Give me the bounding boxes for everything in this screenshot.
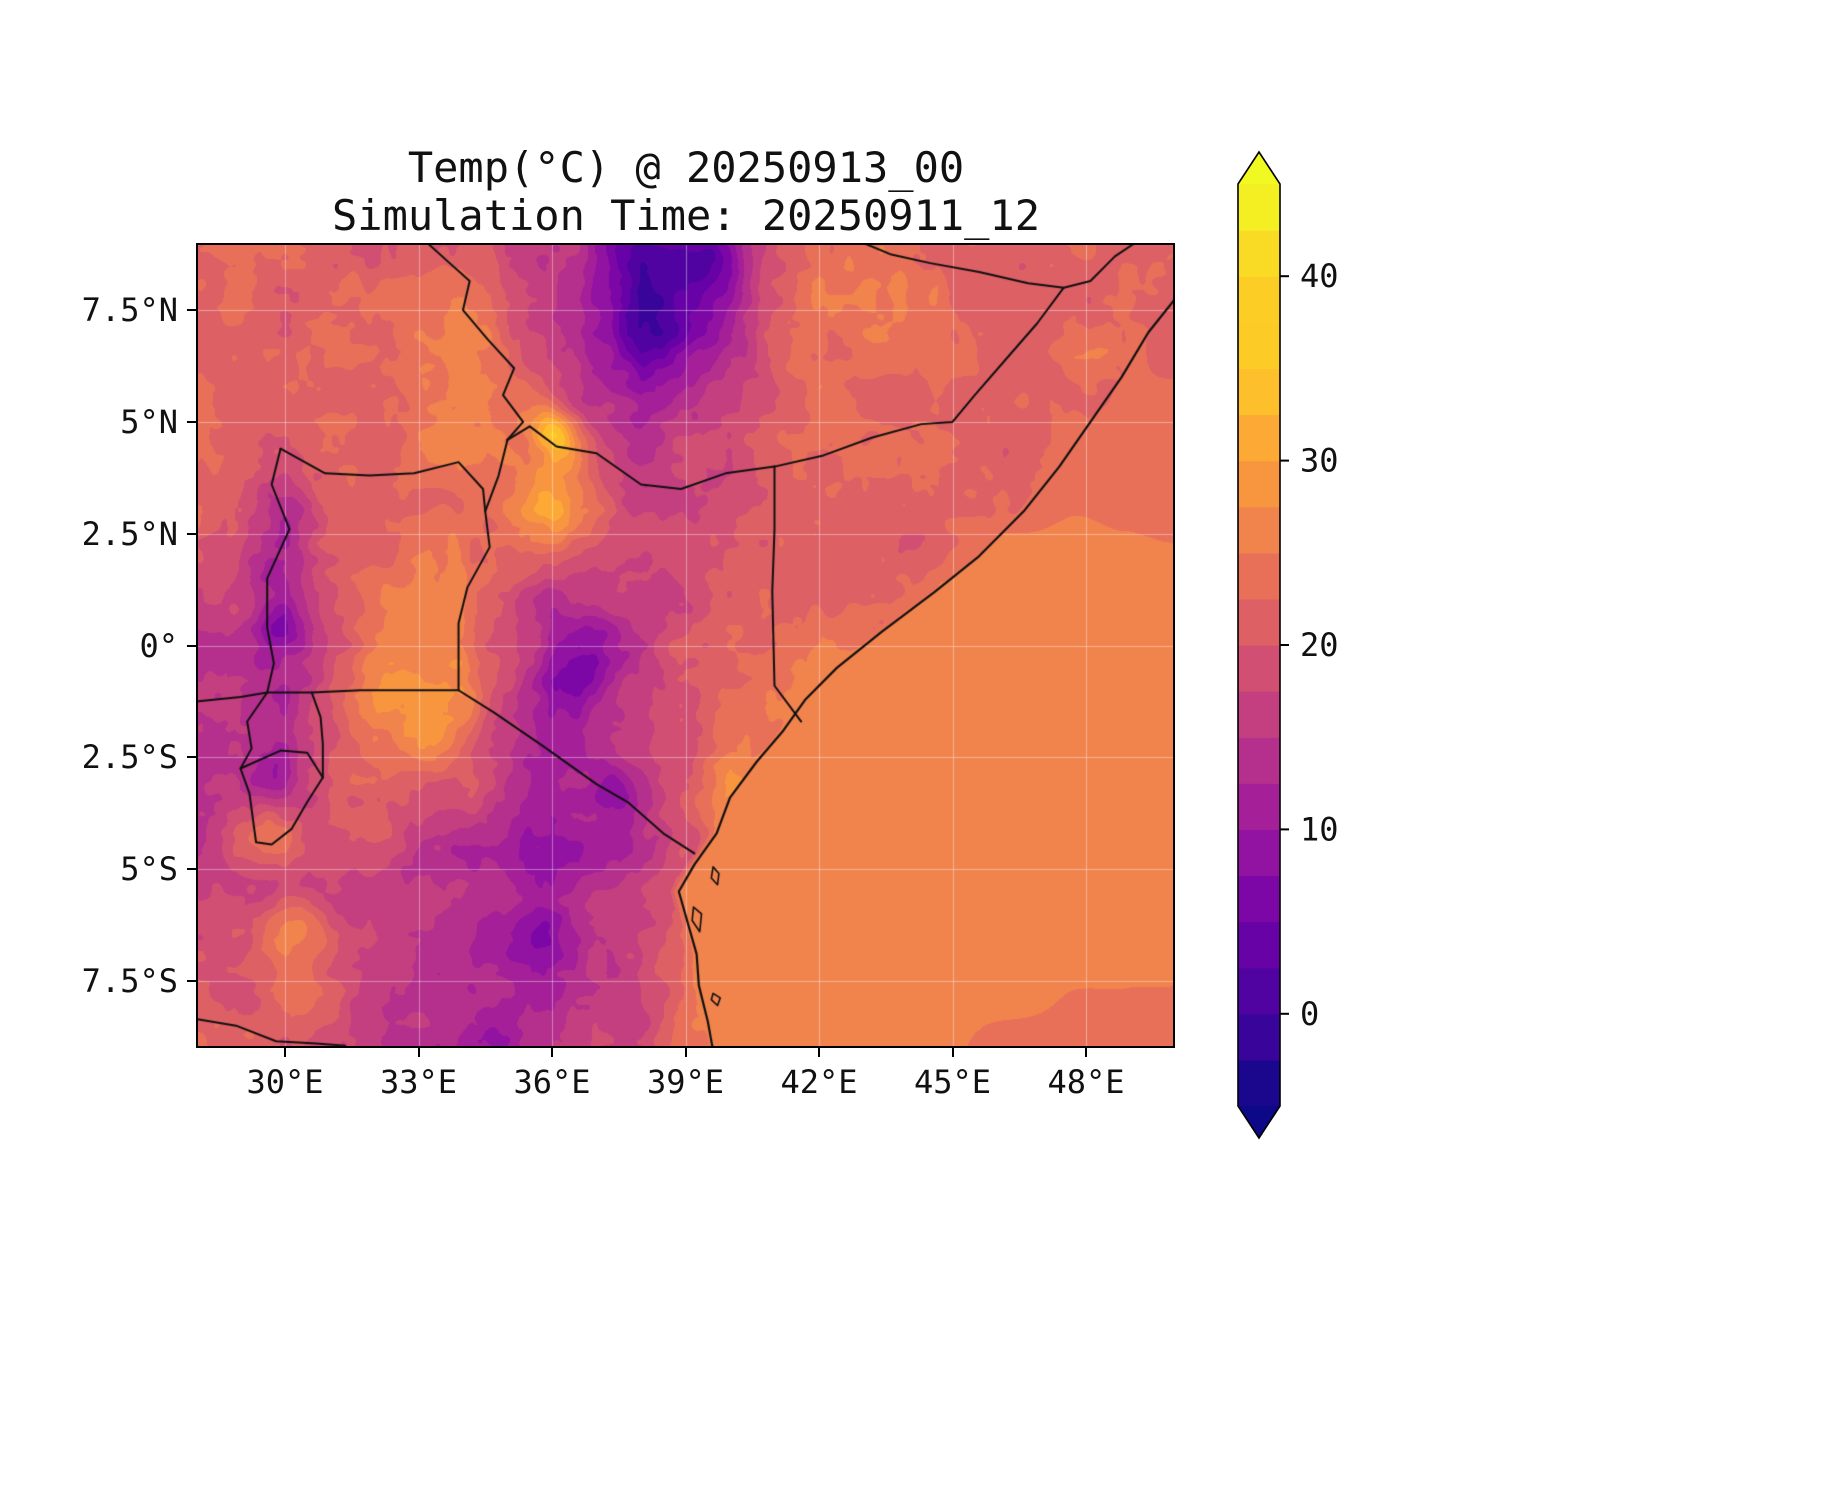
x-tick-mark <box>1085 1048 1087 1057</box>
map-canvas <box>196 243 1175 1048</box>
colorbar-band <box>1238 552 1280 600</box>
x-tick-label: 36°E <box>513 1063 591 1101</box>
y-tick-label: 7.5°S <box>81 961 178 1000</box>
colorbar-band <box>1238 276 1280 323</box>
chart-subtitle: Simulation Time: 20250911_12 <box>331 191 1041 240</box>
colorbar-band <box>1238 829 1280 877</box>
colorbar-tick-label: 10 <box>1300 810 1339 848</box>
colorbar-band <box>1238 506 1280 554</box>
colorbar-tick-label: 40 <box>1300 257 1339 295</box>
x-tick-mark <box>551 1048 553 1057</box>
y-tick-mark <box>187 756 196 759</box>
x-tick-label: 42°E <box>780 1063 858 1101</box>
y-tick-label: 5°N <box>120 402 178 441</box>
colorbar-band <box>1238 737 1280 784</box>
colorbar-band <box>1238 460 1280 508</box>
colorbar-band <box>1238 368 1280 416</box>
x-tick-mark <box>284 1048 286 1057</box>
y-tick-mark <box>187 309 196 312</box>
y-tick-label: 0° <box>139 626 178 665</box>
colorbar-band <box>1238 414 1280 462</box>
colorbar-band <box>1238 322 1280 369</box>
chart-title: Temp(°C) @ 20250913_00 <box>407 143 965 192</box>
colorbar-arrow-over <box>1238 152 1280 184</box>
colorbar-arrow-under <box>1238 1106 1280 1138</box>
colorbar-band <box>1238 230 1280 277</box>
colorbar-band <box>1238 921 1280 969</box>
x-tick-label: 33°E <box>379 1063 458 1101</box>
colorbar-tick-label: 30 <box>1300 442 1339 480</box>
y-tick-mark <box>187 420 196 423</box>
colorbar-tick-label: 0 <box>1300 995 1319 1033</box>
x-tick-label: 45°E <box>913 1063 992 1101</box>
colorbar: 40 30 20 10 0 <box>1237 150 1339 1140</box>
y-tick-mark <box>187 532 196 535</box>
y-tick-label: 5°S <box>120 850 178 889</box>
y-tick-mark <box>187 979 196 982</box>
y-tick-label: 2.5°S <box>81 738 178 777</box>
colorbar-band <box>1238 1059 1280 1107</box>
colorbar-band <box>1238 691 1280 738</box>
y-tick-mark <box>187 644 196 647</box>
x-tick-mark <box>684 1048 687 1057</box>
x-tick-label: 48°E <box>1047 1063 1125 1101</box>
x-tick-mark <box>417 1048 420 1057</box>
y-tick-mark <box>187 868 196 871</box>
colorbar-outline <box>1237 150 1281 1140</box>
colorbar-band <box>1238 1013 1280 1061</box>
y-tick-label: 7.5°N <box>81 291 178 330</box>
colorbar-band <box>1238 783 1280 830</box>
colorbar-band <box>1238 875 1280 923</box>
x-tick-mark <box>951 1048 954 1057</box>
colorbar-band <box>1238 598 1280 646</box>
colorbar-band <box>1238 184 1280 231</box>
x-tick-label: 30°E <box>246 1063 324 1101</box>
colorbar-band <box>1238 967 1280 1015</box>
colorbar-band <box>1238 645 1280 692</box>
x-tick-mark <box>818 1048 820 1057</box>
y-tick-label: 2.5°N <box>81 514 178 553</box>
x-tick-label: 39°E <box>646 1063 725 1101</box>
colorbar-tick-label: 20 <box>1300 626 1339 664</box>
